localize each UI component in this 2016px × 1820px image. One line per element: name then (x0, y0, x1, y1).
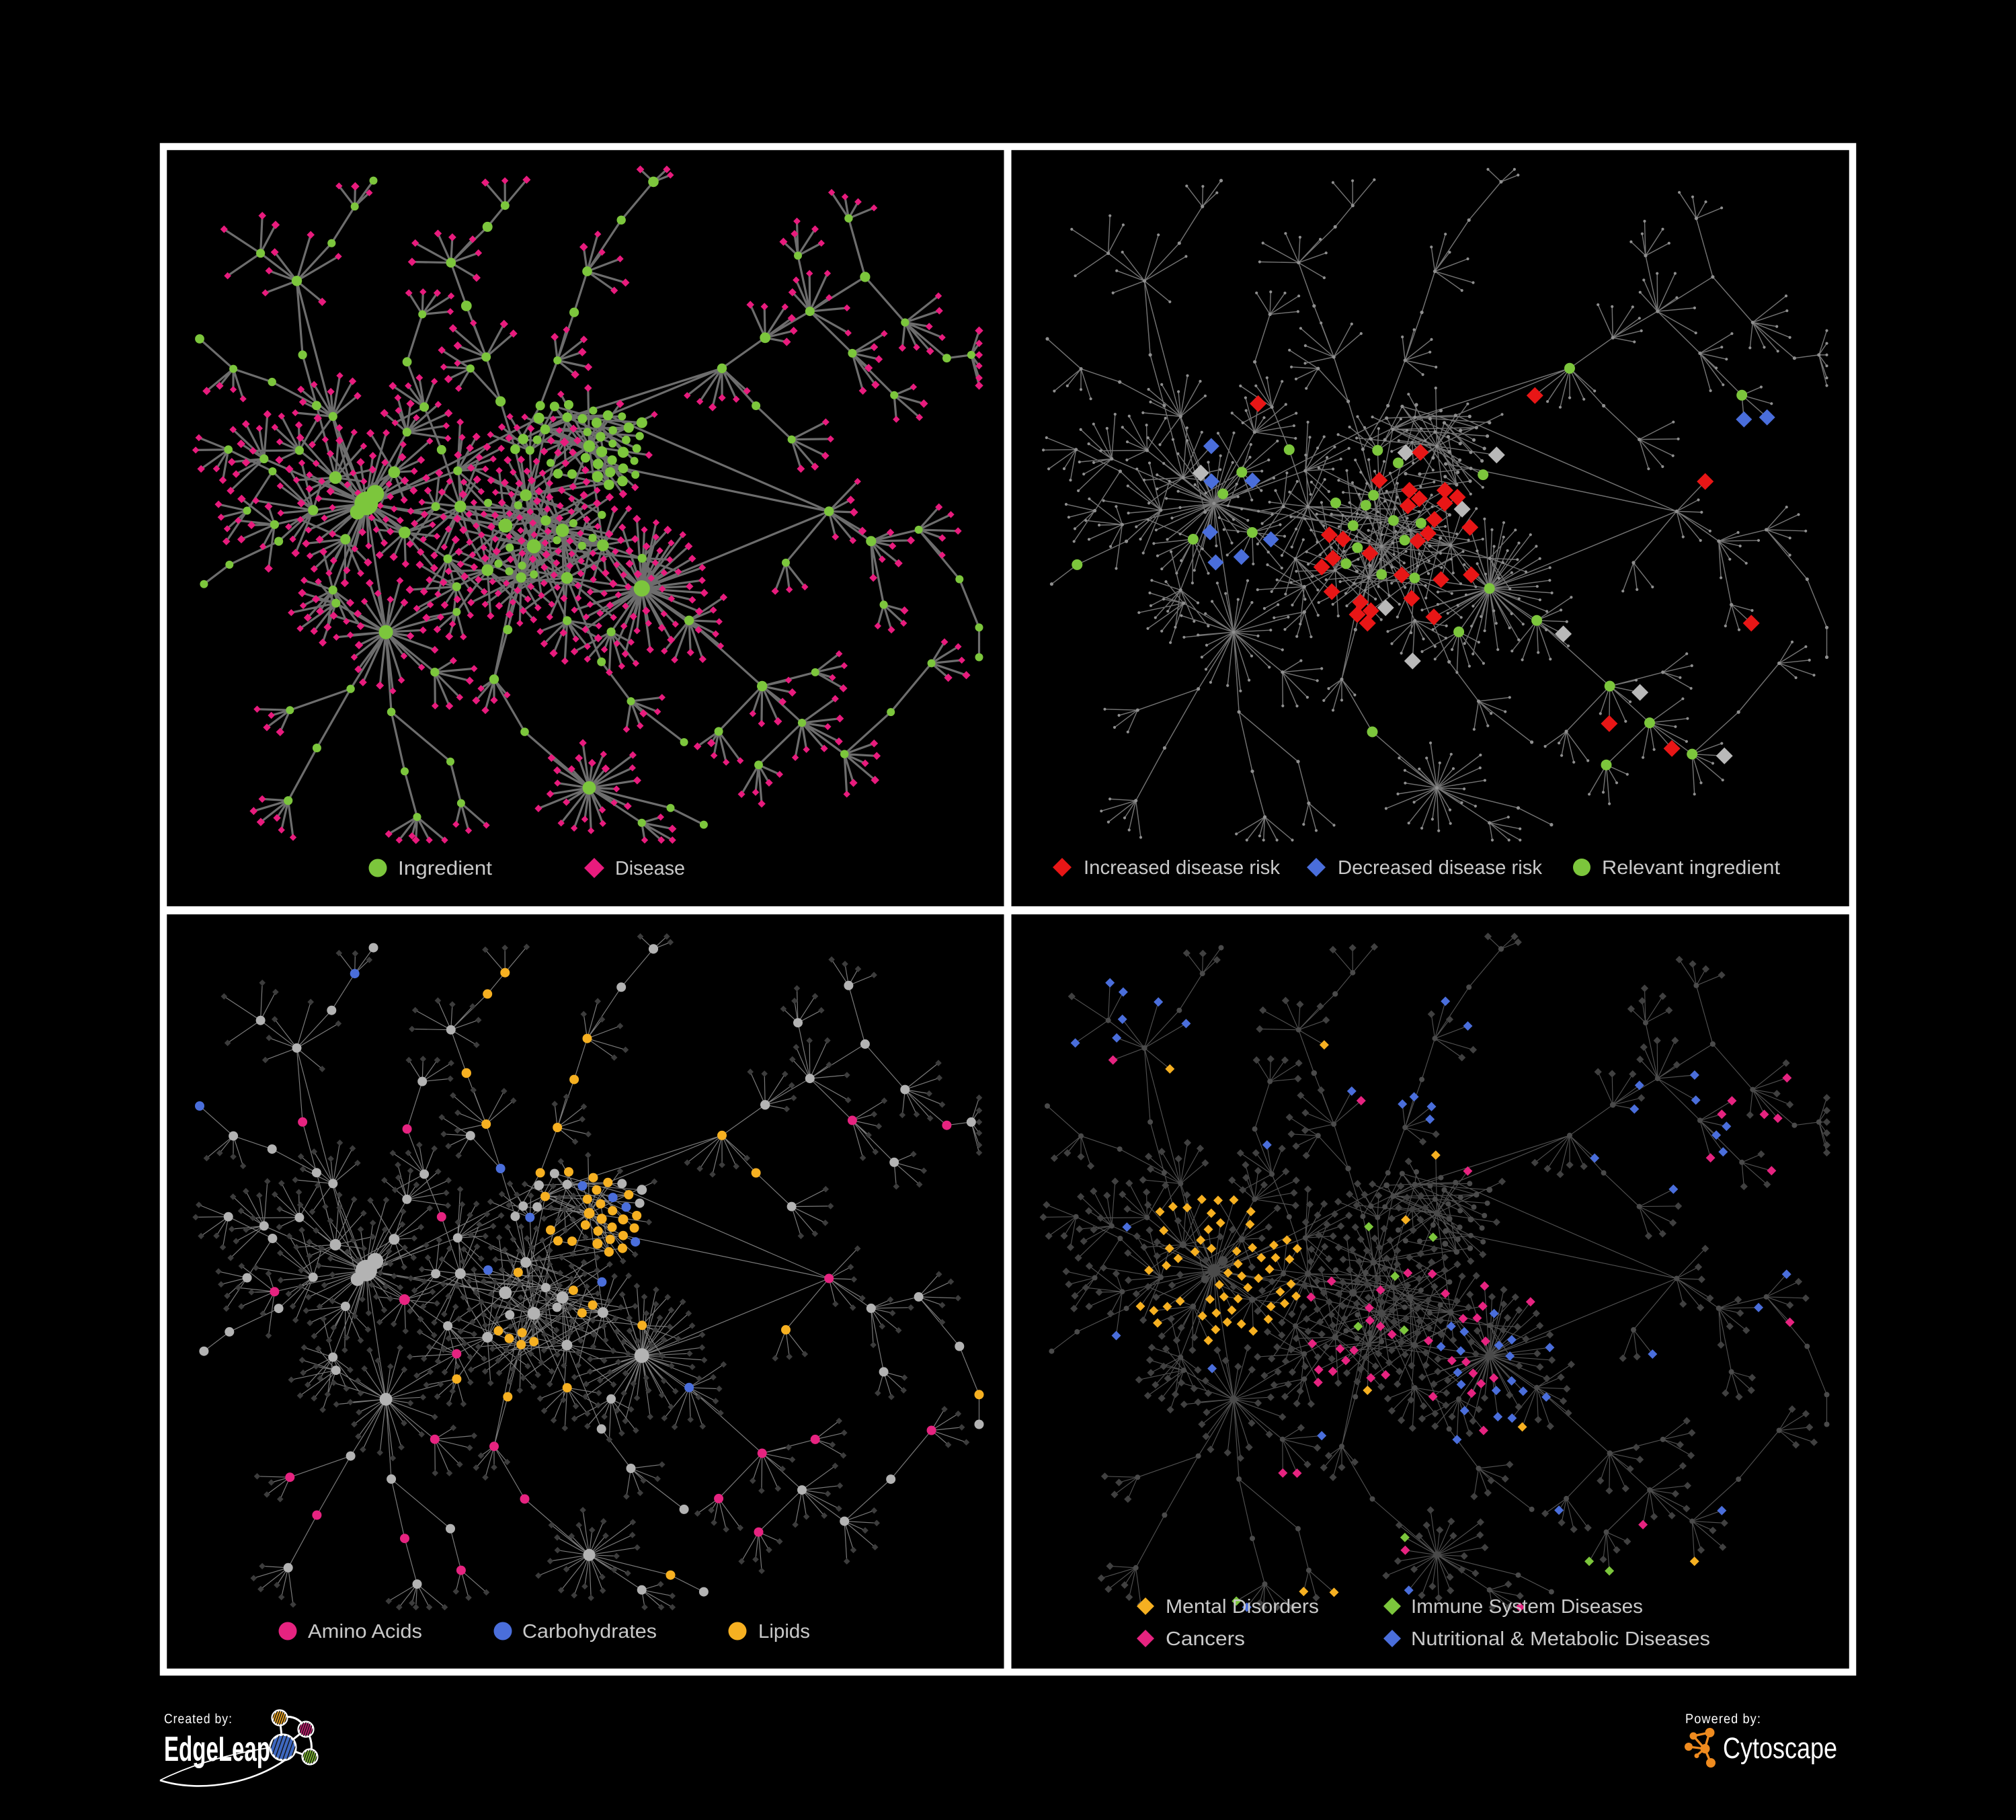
svg-text:EdgeLeap: EdgeLeap (164, 1730, 270, 1769)
svg-text:Cytoscape: Cytoscape (1723, 1732, 1837, 1765)
svg-text:Carbohydrates: Carbohydrates (522, 1621, 657, 1643)
svg-text:Mental Disorders: Mental Disorders (1166, 1596, 1319, 1618)
svg-text:Created by:: Created by: (164, 1712, 233, 1727)
svg-text:Lipids: Lipids (758, 1621, 810, 1643)
svg-text:Immune System Diseases: Immune System Diseases (1411, 1596, 1643, 1618)
svg-text:Powered by:: Powered by: (1685, 1712, 1761, 1727)
svg-text:Decreased disease risk: Decreased disease risk (1338, 857, 1542, 879)
svg-text:Nutritional & Metabolic Diseas: Nutritional & Metabolic Diseases (1411, 1628, 1710, 1650)
svg-text:Increased disease risk: Increased disease risk (1084, 857, 1281, 879)
svg-text:Amino Acids: Amino Acids (308, 1621, 422, 1643)
svg-text:Relevant ingredient: Relevant ingredient (1602, 857, 1780, 879)
svg-text:Cancers: Cancers (1166, 1628, 1245, 1650)
svg-text:Ingredient: Ingredient (398, 858, 492, 879)
svg-text:Disease: Disease (615, 858, 685, 879)
